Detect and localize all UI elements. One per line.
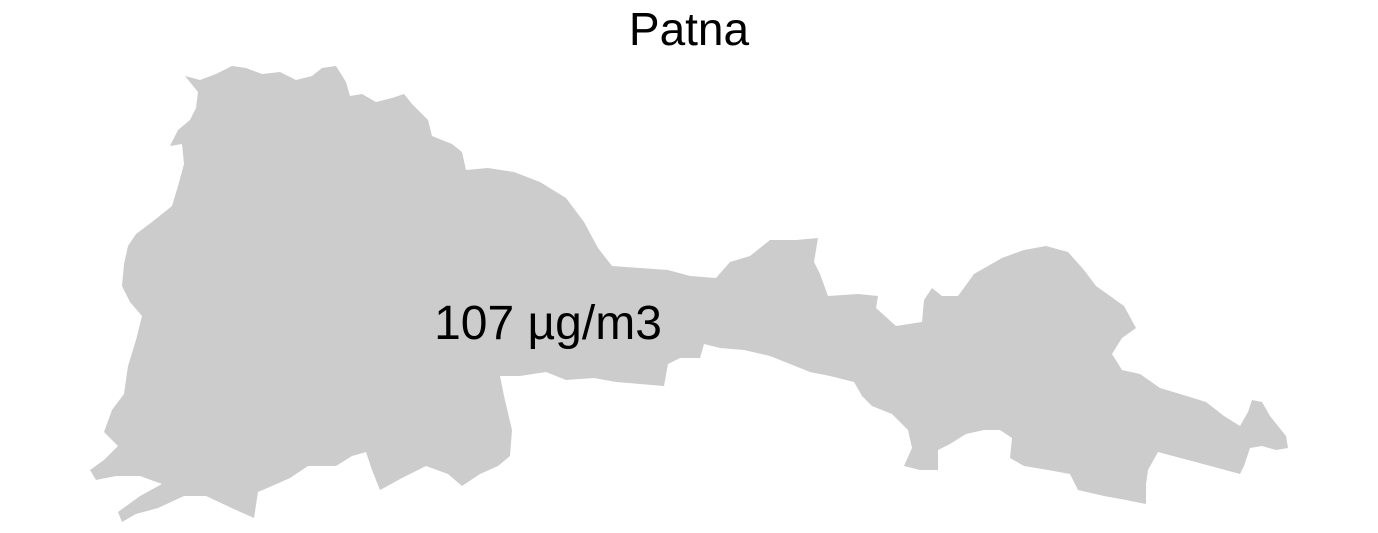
pm25-value-label: 107 µg/m3 bbox=[434, 297, 662, 350]
district-boundary bbox=[90, 66, 1288, 522]
map-title: Patna bbox=[628, 3, 750, 55]
